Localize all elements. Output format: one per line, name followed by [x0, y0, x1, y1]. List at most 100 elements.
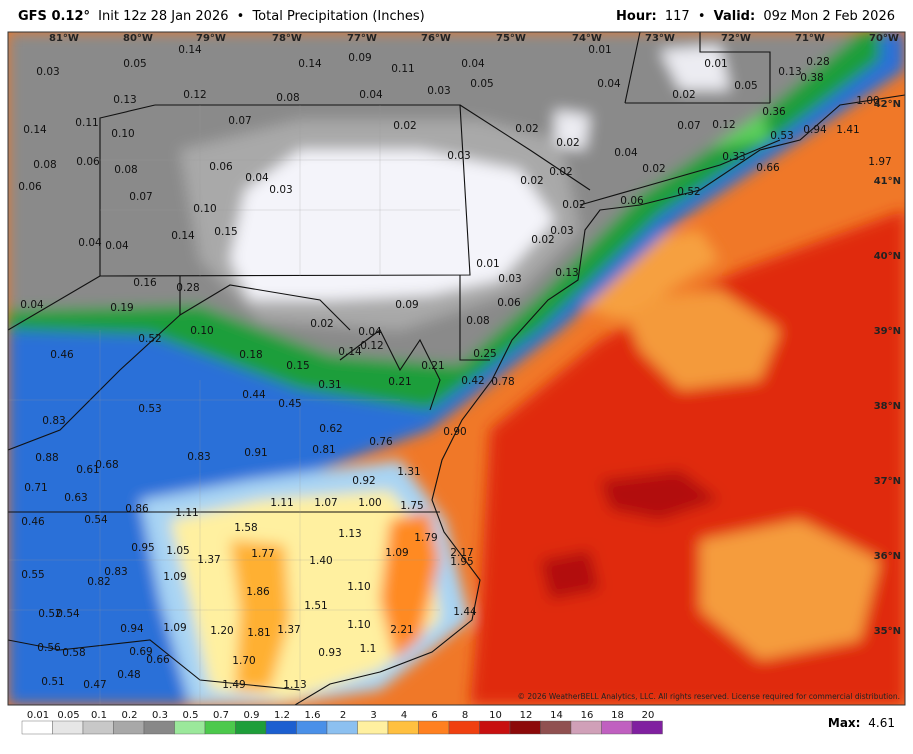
point-value: 0.05 — [734, 80, 757, 92]
point-value: 0.36 — [762, 106, 786, 118]
point-value: 0.54 — [84, 514, 108, 526]
point-value: 0.42 — [461, 375, 484, 387]
point-value: 1.10 — [347, 619, 370, 631]
point-value: 0.15 — [214, 226, 237, 238]
point-value: 0.83 — [104, 566, 127, 578]
point-value: 1.10 — [347, 581, 370, 593]
point-value: 1.13 — [283, 679, 306, 691]
legend-label: 0.9 — [244, 710, 260, 721]
legend-swatch — [418, 720, 450, 735]
point-value: 1.79 — [414, 532, 437, 544]
legend-label: 0.5 — [183, 710, 199, 721]
legend-swatch — [357, 720, 389, 735]
point-value: 0.02 — [562, 199, 585, 211]
legend-label: 0.2 — [122, 710, 138, 721]
point-value: 0.14 — [171, 230, 195, 242]
point-value: 1.37 — [197, 554, 220, 566]
point-value: 0.09 — [395, 299, 418, 311]
legend-label: 10 — [489, 710, 502, 721]
point-value: 1.95 — [450, 556, 473, 568]
point-value: 0.06 — [18, 181, 42, 193]
point-value: 0.21 — [421, 360, 444, 372]
point-value: 0.33 — [722, 151, 745, 163]
product: Total Precipitation (Inches) — [251, 9, 424, 24]
point-value: 0.03 — [447, 150, 470, 162]
point-value: 0.07 — [129, 191, 152, 203]
legend-swatch — [601, 720, 633, 735]
hour-label: Hour: — [616, 9, 657, 24]
point-value: 0.02 — [520, 175, 543, 187]
point-value: 0.28 — [176, 282, 199, 294]
point-value: 0.93 — [318, 647, 341, 659]
separator: • — [698, 9, 706, 24]
point-value: 0.18 — [239, 349, 262, 361]
longitude-label: 77°W — [347, 33, 377, 44]
longitude-label: 70°W — [869, 33, 899, 44]
latitude-label: 42°N — [874, 99, 901, 110]
point-value: 0.38 — [800, 72, 823, 84]
legend-swatch — [174, 720, 206, 735]
point-value: 0.83 — [187, 451, 210, 463]
legend-label: 18 — [611, 710, 624, 721]
point-value: 1.81 — [247, 627, 270, 639]
point-value: 0.28 — [806, 56, 829, 68]
legend-label: 6 — [431, 710, 437, 721]
point-value: 0.12 — [360, 340, 383, 352]
legend-label: 14 — [550, 710, 563, 721]
point-value: 0.04 — [78, 237, 102, 249]
map-frame — [7, 31, 906, 706]
point-value: 0.95 — [131, 542, 154, 554]
header-left: GFS 0.12° Init 12z 28 Jan 2026 • Total P… — [18, 9, 425, 24]
point-value: 0.82 — [87, 576, 110, 588]
point-value: 1.97 — [868, 156, 891, 168]
separator: • — [237, 9, 245, 24]
header-right: Hour: 117 • Valid: 09z Mon 2 Feb 2026 — [616, 9, 895, 24]
point-value: 0.05 — [470, 78, 493, 90]
point-value: 2.21 — [390, 624, 413, 636]
point-value: 0.47 — [83, 679, 106, 691]
point-value: 0.54 — [56, 608, 80, 620]
legend-label: 1.6 — [305, 710, 321, 721]
point-value: 0.94 — [120, 623, 144, 635]
latitude-label: 38°N — [874, 401, 901, 412]
point-value: 0.04 — [245, 172, 269, 184]
legend-label: 4 — [401, 710, 407, 721]
point-value: 0.63 — [64, 492, 87, 504]
legend-swatch — [113, 720, 145, 735]
point-value: 0.12 — [183, 89, 206, 101]
point-value: 1.49 — [222, 679, 245, 691]
point-value: 0.07 — [677, 120, 700, 132]
legend-label: 16 — [581, 710, 594, 721]
point-value: 0.86 — [125, 503, 149, 515]
point-value: 0.83 — [42, 415, 65, 427]
latitude-label: 35°N — [874, 626, 901, 637]
point-value: 0.06 — [76, 156, 100, 168]
point-value: 1.44 — [453, 606, 477, 618]
legend-label: 20 — [642, 710, 655, 721]
legend-label: 1.2 — [274, 710, 290, 721]
point-value: 1.05 — [166, 545, 189, 557]
point-value: 1.09 — [163, 571, 186, 583]
point-value: 0.88 — [35, 452, 58, 464]
legend-swatch — [631, 720, 663, 735]
point-value: 0.92 — [352, 475, 375, 487]
legend-swatch — [204, 720, 236, 735]
point-value: 1.20 — [210, 625, 233, 637]
legend-swatch — [540, 720, 572, 735]
point-value: 0.11 — [75, 117, 98, 129]
legend-swatch — [509, 720, 541, 735]
point-value: 0.14 — [178, 44, 202, 56]
point-value: 0.78 — [491, 376, 514, 388]
longitude-label: 76°W — [421, 33, 451, 44]
point-value: 0.61 — [76, 464, 99, 476]
point-value: 0.08 — [276, 92, 299, 104]
legend-label: 0.01 — [27, 710, 49, 721]
point-value: 1.09 — [163, 622, 186, 634]
point-value: 1.31 — [397, 466, 420, 478]
point-value: 0.48 — [117, 669, 140, 681]
point-value: 0.55 — [21, 569, 44, 581]
legend-swatch — [265, 720, 297, 735]
point-value: 0.04 — [359, 89, 383, 101]
longitude-label: 74°W — [572, 33, 602, 44]
point-value: 1.86 — [246, 586, 270, 598]
